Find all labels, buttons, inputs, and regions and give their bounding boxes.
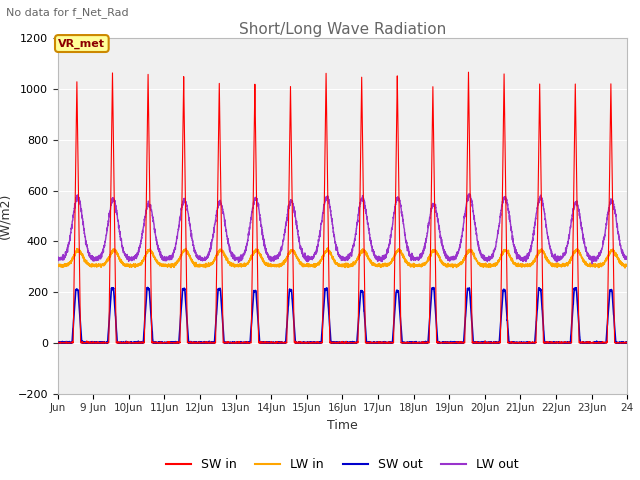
Text: No data for f_Net_Rad: No data for f_Net_Rad	[6, 7, 129, 18]
Legend: SW in, LW in, SW out, LW out: SW in, LW in, SW out, LW out	[161, 453, 524, 476]
Title: Short/Long Wave Radiation: Short/Long Wave Radiation	[239, 22, 446, 37]
X-axis label: Time: Time	[327, 419, 358, 432]
Y-axis label: (W/m2): (W/m2)	[0, 193, 12, 239]
Text: VR_met: VR_met	[58, 38, 106, 48]
